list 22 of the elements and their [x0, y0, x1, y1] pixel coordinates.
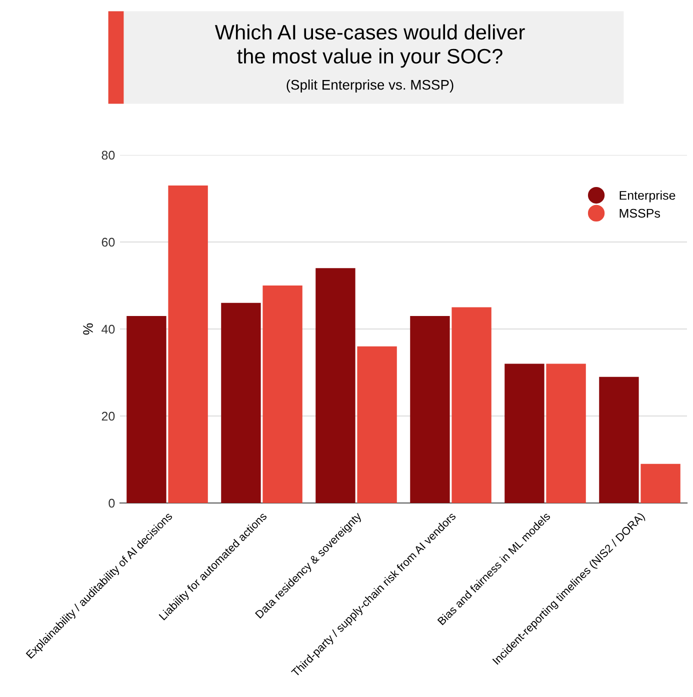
bar [316, 268, 356, 503]
bar [262, 286, 302, 503]
y-axis-title: % [83, 323, 93, 335]
y-tick-label: 80 [102, 150, 115, 160]
bar [452, 307, 492, 503]
y-tick-label: 0 [108, 498, 115, 508]
bar [168, 185, 208, 503]
legend-label: Enterprise [620, 190, 676, 202]
legend-label: MSSPs [620, 208, 660, 218]
bar [504, 364, 544, 503]
bar [640, 464, 680, 503]
bar [126, 316, 166, 503]
bar [546, 364, 586, 503]
y-tick-label: 20 [102, 412, 115, 421]
chart-subtitle: (Split Enterprise vs. MSSP) [286, 80, 454, 92]
bar [599, 376, 639, 503]
bar [410, 316, 450, 503]
y-tick-label: 40 [102, 324, 115, 334]
chart-title: Which AI use-cases would deliver the most value in your SOC? [214, 24, 525, 68]
bar [221, 302, 261, 503]
bar [357, 346, 397, 503]
y-tick-label: 60 [102, 238, 115, 247]
